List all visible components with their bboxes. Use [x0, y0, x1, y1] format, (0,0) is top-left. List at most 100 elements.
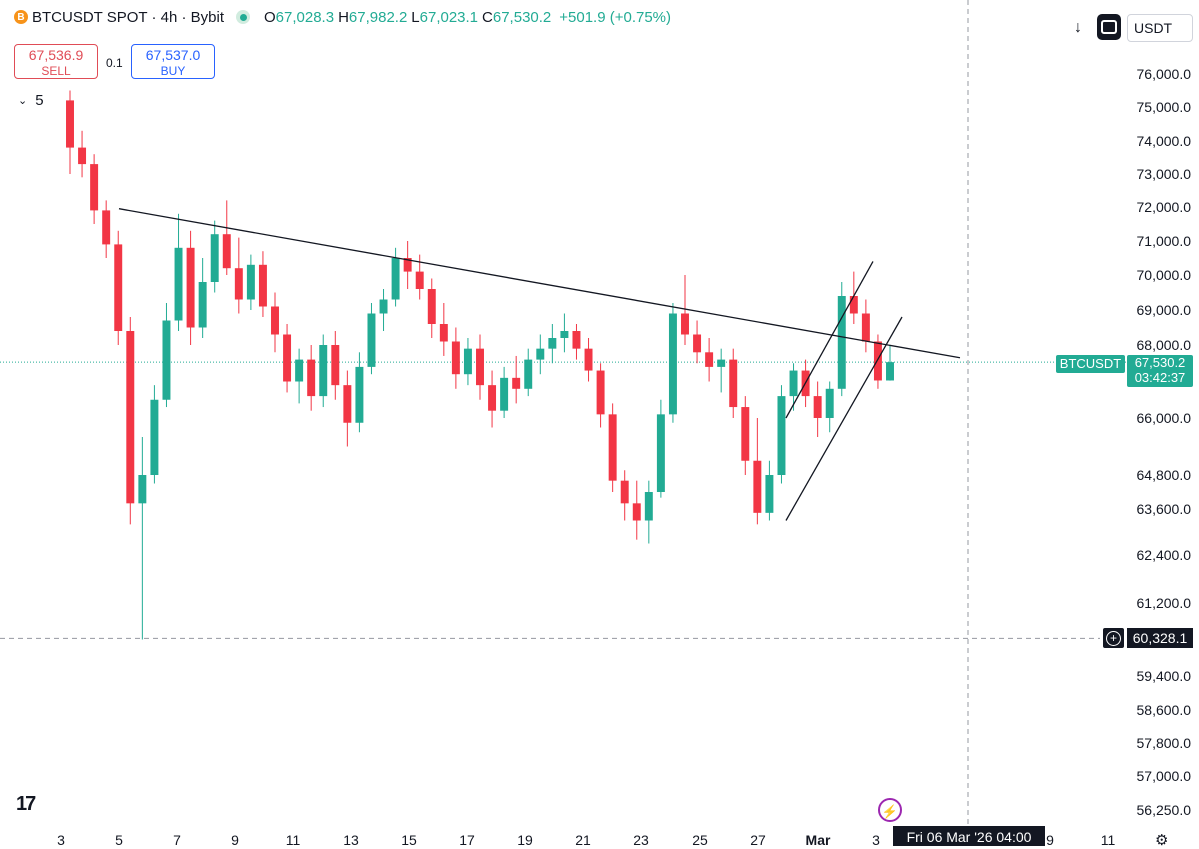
ohlc-high-label: H: [338, 8, 349, 26]
time-axis-label: 5: [115, 832, 123, 848]
candle-body: [837, 296, 846, 389]
candle: [861, 299, 870, 353]
candle-body: [548, 338, 557, 349]
candle: [620, 470, 629, 521]
candle: [162, 303, 171, 408]
candle: [693, 320, 702, 364]
buy-button[interactable]: 67,537.0 BUY: [131, 44, 215, 79]
candle-body: [813, 396, 822, 418]
candle-body: [246, 264, 255, 300]
price-axis-label: 58,600.0: [1136, 702, 1192, 718]
time-axis-label: 11: [285, 832, 301, 848]
candle-body: [741, 407, 750, 461]
candle-body: [258, 264, 267, 307]
candle: [258, 251, 267, 317]
time-axis-label: 19: [517, 832, 533, 848]
candle: [753, 418, 762, 525]
candle: [174, 213, 183, 331]
candle: [729, 348, 738, 418]
time-axis-label: 3: [57, 832, 65, 848]
candle-body: [295, 359, 304, 382]
candle-body: [632, 503, 641, 521]
symbol-title[interactable]: BTCUSDT SPOT · 4h · Bybit: [32, 8, 224, 26]
sell-button[interactable]: 67,536.9 SELL: [14, 44, 98, 79]
candle: [572, 324, 581, 360]
candle-body: [512, 377, 521, 389]
settings-gear-icon[interactable]: ⚙: [1155, 832, 1169, 849]
trendline-drawings[interactable]: [118, 208, 961, 521]
candle: [488, 370, 497, 428]
candle: [234, 237, 243, 314]
candlestick-series: [66, 90, 894, 640]
price-axis-label: 70,000.0: [1136, 267, 1192, 283]
ohlc-open-value: 67,028.3: [275, 8, 335, 26]
download-button[interactable]: ↓: [1066, 14, 1090, 42]
candle-body: [391, 258, 400, 300]
candle: [584, 338, 593, 382]
candle: [78, 130, 87, 178]
candle: [367, 303, 376, 375]
candle: [596, 363, 605, 428]
candle-body: [861, 313, 870, 342]
price-axis-label: 63,600.0: [1136, 501, 1192, 517]
candle: [150, 385, 159, 484]
bar-countdown: 03:42:37: [1134, 370, 1186, 385]
flash-icon[interactable]: ⚡: [878, 798, 902, 822]
candle: [849, 271, 858, 324]
candle-body: [90, 164, 99, 211]
candle: [186, 230, 195, 345]
time-axis-label: 21: [575, 832, 591, 848]
candle: [451, 327, 460, 389]
candle-body: [656, 414, 665, 492]
candle: [295, 348, 304, 404]
candle: [536, 334, 545, 375]
candle: [837, 282, 846, 397]
candle: [66, 90, 74, 174]
candle-body: [403, 258, 412, 272]
candle: [717, 348, 726, 393]
candle-body: [186, 247, 195, 328]
candle-body: [668, 313, 677, 415]
currency-select[interactable]: USDT: [1127, 14, 1193, 42]
market-status-icon[interactable]: [236, 10, 250, 24]
trendline-3[interactable]: [785, 261, 874, 419]
candle-body: [283, 334, 292, 382]
candle: [102, 200, 111, 258]
candle-body: [150, 399, 159, 475]
time-axis-label: 23: [633, 832, 649, 848]
add-plus-icon[interactable]: +: [1103, 628, 1124, 648]
price-axis-label: 74,000.0: [1136, 133, 1192, 149]
crosshair-price-tag: 60,328.1: [1127, 628, 1193, 648]
crosshair-date-tag: Fri 06 Mar '26 04:00: [893, 826, 1045, 846]
candle-body: [560, 331, 569, 338]
tradingview-logo-icon[interactable]: 17: [16, 793, 36, 815]
candle-body: [644, 492, 653, 521]
candle-body: [463, 348, 472, 375]
sell-price: 67,536.9: [28, 47, 84, 63]
candle-body: [849, 296, 858, 314]
indicators-toggle[interactable]: ⌄ 5: [14, 90, 48, 110]
candle-body: [572, 331, 581, 349]
candle-body: [415, 271, 424, 289]
candle: [126, 317, 135, 525]
trendline-1[interactable]: [118, 208, 961, 359]
candle: [813, 381, 822, 437]
price-change: +501.9 (+0.75%): [559, 8, 672, 26]
price-axis-label: 59,400.0: [1136, 668, 1192, 684]
time-axis-label: 17: [459, 832, 475, 848]
candle-body: [271, 306, 279, 335]
candle-body: [620, 480, 629, 504]
time-axis-label: 11: [1100, 832, 1116, 848]
candle: [222, 200, 231, 275]
candle-body: [138, 475, 147, 504]
price-axis-label: 66,000.0: [1136, 410, 1192, 426]
trendline-2[interactable]: [785, 316, 903, 521]
price-axis-label: 75,000.0: [1136, 99, 1192, 115]
fullscreen-button[interactable]: [1097, 14, 1121, 40]
candle: [524, 348, 533, 397]
candle: [789, 363, 798, 411]
candle-body: [319, 345, 328, 397]
candle-body: [536, 348, 545, 360]
